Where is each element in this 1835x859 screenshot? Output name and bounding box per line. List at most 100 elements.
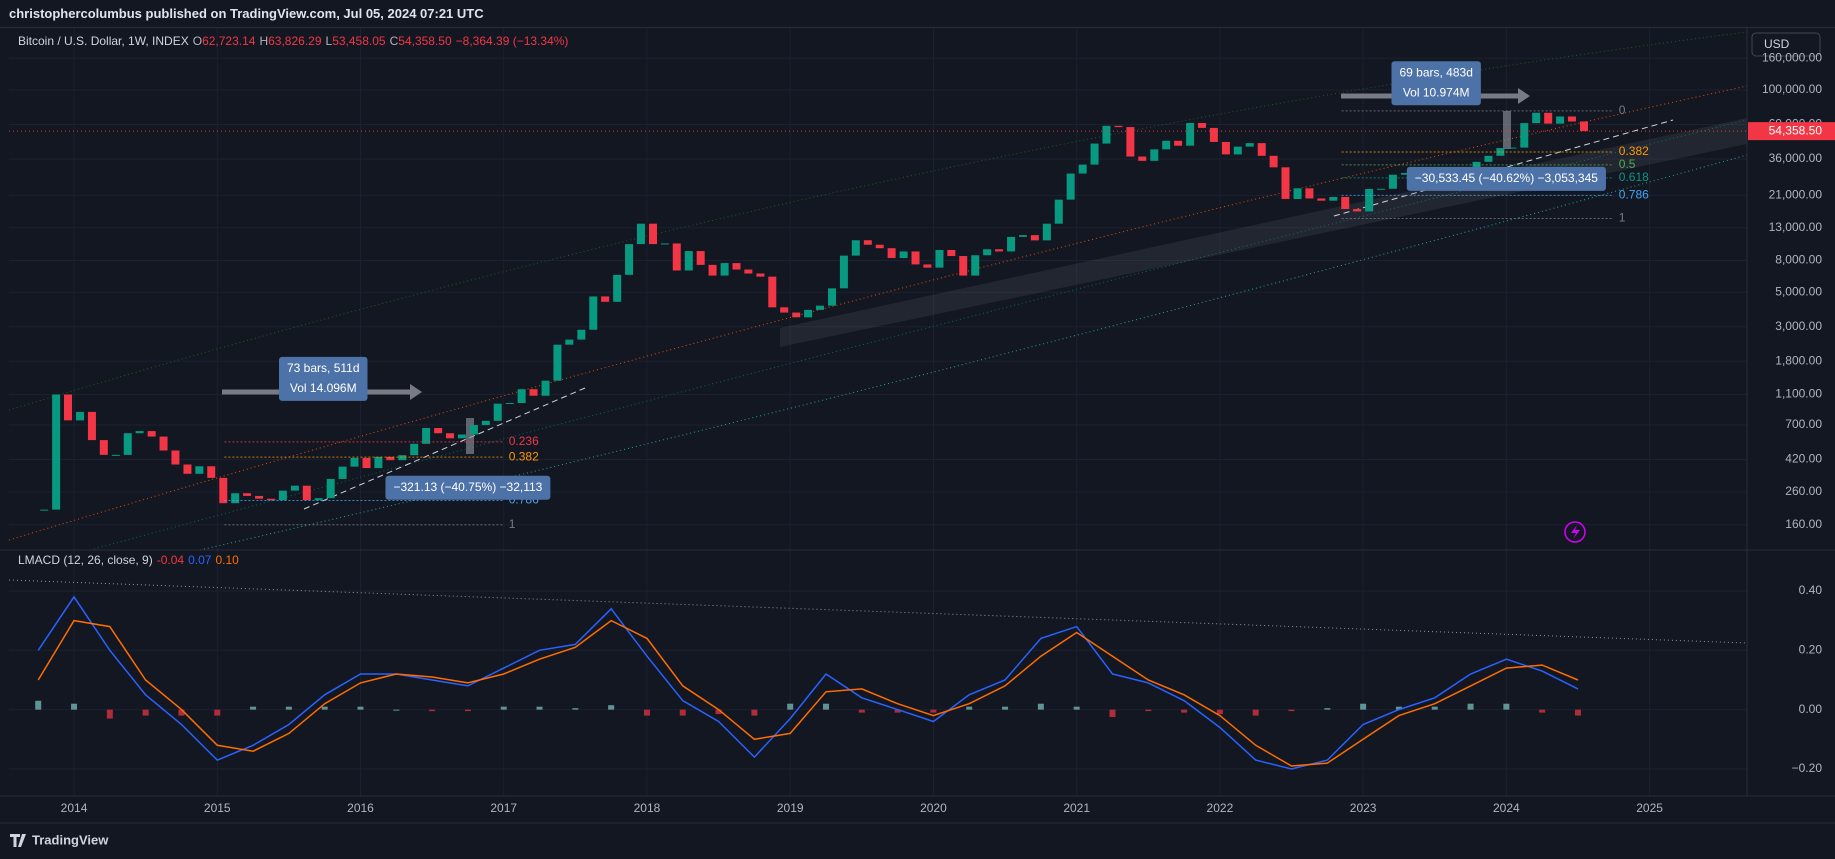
candle (947, 249, 956, 257)
candle (887, 248, 896, 259)
candle (278, 490, 287, 501)
measure-box: 73 bars, 511d Vol 14.096M (279, 356, 368, 401)
candle (660, 243, 669, 245)
candle (434, 427, 443, 434)
histogram-bar (214, 709, 221, 716)
candle (135, 431, 144, 434)
candle (1508, 147, 1517, 149)
candle (601, 296, 610, 302)
y-tick-label: 8,000.00 (1775, 253, 1822, 267)
macd-trend-line (8, 579, 1748, 644)
candle (1126, 127, 1135, 157)
candle (1293, 188, 1302, 199)
candle (40, 509, 49, 511)
indicator-line (37, 595, 1579, 770)
y-tick-label: 3,000.00 (1775, 319, 1822, 333)
histogram-bar (178, 709, 185, 716)
indicator-title: LMACD (12, 26, close, 9) (18, 553, 153, 567)
candle (1042, 223, 1051, 241)
candle (1150, 149, 1159, 161)
y-tick-label: 100,000.00 (1762, 82, 1822, 96)
drawdown-marker (1503, 111, 1511, 149)
candle (350, 457, 359, 467)
candle (1305, 188, 1314, 199)
candle (923, 264, 932, 268)
histogram-bar (357, 706, 364, 710)
axes: USD TradingView (0, 27, 1835, 847)
candle (804, 309, 813, 318)
measure-text: 69 bars, 483d (1399, 65, 1472, 79)
histogram-bar (679, 709, 686, 716)
candle (398, 455, 407, 461)
x-tick-label: 2017 (490, 801, 517, 815)
ohlc-value: 62,723.14 (202, 34, 256, 48)
candle (792, 312, 801, 318)
candle (1317, 198, 1326, 201)
candle (565, 339, 574, 345)
candle (1197, 122, 1206, 128)
candle (207, 466, 216, 478)
range-arrow-head (1518, 88, 1530, 104)
candle (374, 456, 383, 469)
fib-label: 1 (1619, 211, 1626, 225)
candle (995, 249, 1004, 252)
candle (1567, 116, 1576, 122)
brand: TradingView (32, 832, 109, 847)
candle (123, 433, 132, 455)
candle (1245, 143, 1254, 147)
candle (983, 249, 992, 256)
drawdown-marker (466, 418, 474, 454)
candle (1054, 199, 1063, 224)
time-axis-bg (0, 796, 1835, 823)
candle (1090, 143, 1099, 165)
candle (899, 251, 908, 259)
candle (756, 273, 765, 277)
ohlc-value: 54,358.50 (398, 34, 452, 48)
ohlc: H63,826.29 (259, 34, 321, 48)
histogram-bar (536, 706, 543, 710)
candle (76, 411, 85, 421)
candle (696, 251, 705, 265)
candle (828, 288, 837, 306)
candle (255, 495, 264, 499)
symbol-legend: Bitcoin / U.S. Dollar, 1W, INDEX O62,723… (18, 34, 568, 48)
x-tick-label: 2025 (1636, 801, 1663, 815)
ohlc-value: 63,826.29 (268, 34, 322, 48)
currency-button[interactable] (1751, 32, 1821, 57)
ohlc-key: O (192, 34, 203, 48)
candle (505, 402, 514, 404)
x-tick-label: 2022 (1207, 801, 1234, 815)
histogram-bar (1288, 709, 1295, 712)
publish-bar: christophercolumbus published on Trading… (0, 0, 1835, 28)
drawings (8, 31, 1748, 644)
candle (1007, 236, 1016, 252)
y-tick-label: 0.00 (1799, 702, 1823, 716)
histogram-bar (464, 709, 471, 712)
candle (1377, 188, 1386, 190)
candle (1162, 140, 1171, 150)
y-tick-label: 260.00 (1785, 484, 1822, 498)
x-tick-label: 2020 (920, 801, 947, 815)
brand-logo (10, 834, 26, 847)
candle (457, 434, 466, 439)
x-tick-label: 2024 (1493, 801, 1520, 815)
y-tick-label: 13,000.00 (1769, 220, 1823, 234)
candle (147, 431, 156, 437)
currency[interactable]: USD (1764, 37, 1790, 51)
candle (1174, 140, 1183, 146)
candle (720, 263, 729, 276)
candle (1138, 156, 1147, 161)
candle (577, 329, 586, 340)
histogram-bar (966, 706, 973, 710)
candle (672, 243, 681, 271)
histogram-bar (35, 700, 42, 710)
measure-box-bg (1406, 166, 1606, 191)
candle (815, 305, 824, 310)
histogram-bar (1324, 708, 1331, 710)
histogram-bar (285, 706, 292, 710)
fib-label: 0.382 (509, 449, 539, 463)
last-price-tag (1748, 122, 1835, 141)
histogram-bar (715, 709, 722, 715)
candle (589, 296, 598, 330)
